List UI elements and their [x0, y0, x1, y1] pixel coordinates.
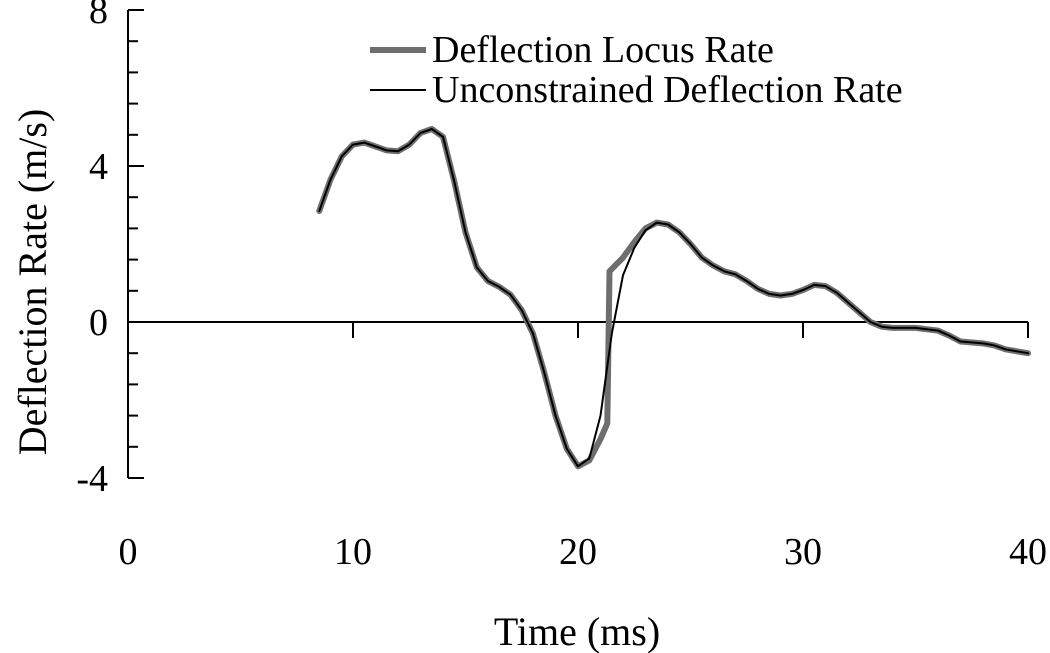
series-line-2 [318, 128, 1029, 468]
x-tick-label: 0 [119, 531, 138, 573]
x-axis-title: Time (ms) [494, 609, 660, 653]
x-tick-label: 40 [1009, 531, 1047, 573]
y-tick-label: 8 [89, 0, 108, 32]
x-tick-label: 20 [559, 531, 597, 573]
y-tick-label: 4 [89, 146, 108, 188]
axes: -4 0 4 8 0 10 20 30 40 [76, 0, 1047, 573]
series-layer [316, 126, 1031, 470]
y-tick-label: -4 [76, 458, 108, 500]
x-tick-label: 30 [784, 531, 822, 573]
legend-label-1: Deflection Locus Rate [432, 29, 774, 71]
y-axis-title: Deflection Rate (m/s) [10, 109, 55, 456]
x-tick-label: 10 [334, 531, 372, 573]
series-line-1 [316, 126, 1031, 470]
y-tick-label: 0 [89, 302, 108, 344]
legend-label-2: Unconstrained Deflection Rate [432, 69, 903, 111]
